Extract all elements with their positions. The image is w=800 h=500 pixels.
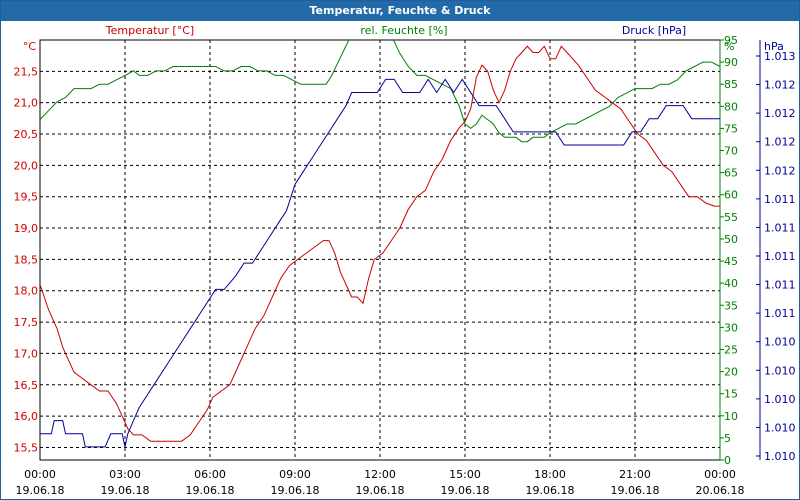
temp-tick-label: 19,5 bbox=[14, 191, 39, 204]
temp-tick-label: 20,0 bbox=[14, 159, 39, 172]
x-tick-label-date: 19.06.18 bbox=[611, 484, 660, 497]
pressure-tick-label: 1.010 bbox=[764, 364, 796, 377]
temp-tick-label: 20,5 bbox=[14, 128, 39, 141]
humidity-tick-label: 50 bbox=[724, 233, 738, 246]
x-tick-label-date: 19.06.18 bbox=[186, 484, 235, 497]
pressure-tick-label: 1.010 bbox=[764, 393, 796, 406]
temp-tick-label: 15,5 bbox=[14, 441, 39, 454]
window-title: Temperatur, Feuchte & Druck bbox=[1, 1, 799, 21]
temp-tick-label: 21,0 bbox=[14, 97, 39, 110]
pressure-tick-label: 1.011 bbox=[764, 279, 796, 292]
x-tick-label-time: 00:00 bbox=[704, 468, 736, 481]
humidity-tick-label: 0 bbox=[724, 454, 731, 467]
temp-axis-unit: °C bbox=[23, 40, 37, 53]
x-tick-label-date: 19.06.18 bbox=[16, 484, 65, 497]
x-tick-label-date: 19.06.18 bbox=[271, 484, 320, 497]
x-tick-label-date: 20.06.18 bbox=[696, 484, 745, 497]
temp-tick-label: 18,0 bbox=[14, 285, 39, 298]
pressure-tick-label: 1.011 bbox=[764, 307, 796, 320]
pressure-tick-label: 1.012 bbox=[764, 79, 796, 92]
humidity-tick-label: 10 bbox=[724, 410, 738, 423]
humidity-tick-label: 95 bbox=[724, 34, 738, 47]
temp-tick-label: 17,0 bbox=[14, 347, 39, 360]
temp-tick-label: 21,5 bbox=[14, 65, 39, 78]
humidity-tick-label: 55 bbox=[724, 211, 738, 224]
humidity-tick-label: 15 bbox=[724, 388, 738, 401]
humidity-tick-label: 25 bbox=[724, 343, 738, 356]
x-tick-label-time: 18:00 bbox=[534, 468, 566, 481]
humidity-tick-label: 35 bbox=[724, 299, 738, 312]
temp-tick-label: 17,5 bbox=[14, 316, 39, 329]
pressure-tick-label: 1.011 bbox=[764, 193, 796, 206]
temp-tick-label: 16,0 bbox=[14, 410, 39, 423]
humidity-tick-label: 30 bbox=[724, 321, 738, 334]
x-tick-label-time: 00:00 bbox=[24, 468, 56, 481]
temp-axis-header: Temperatur [°C] bbox=[105, 24, 194, 37]
pressure-tick-label: 1.012 bbox=[764, 107, 796, 120]
pressure-tick-label: 1.010 bbox=[764, 450, 796, 463]
humidity-tick-label: 75 bbox=[724, 122, 738, 135]
pressure-axis-unit: hPa bbox=[764, 40, 784, 53]
humidity-tick-label: 65 bbox=[724, 167, 738, 180]
pressure-tick-label: 1.011 bbox=[764, 250, 796, 263]
humidity-tick-label: 90 bbox=[724, 56, 738, 69]
press-series-line bbox=[40, 78, 720, 448]
temp-tick-label: 19,0 bbox=[14, 222, 39, 235]
pressure-tick-label: 1.012 bbox=[764, 136, 796, 149]
humidity-tick-label: 85 bbox=[724, 78, 738, 91]
temp-series-line bbox=[40, 45, 720, 442]
humidity-tick-label: 45 bbox=[724, 255, 738, 268]
pressure-axis-header: Druck [hPa] bbox=[622, 24, 686, 37]
humidity-tick-label: 60 bbox=[724, 189, 738, 202]
x-tick-label-date: 19.06.18 bbox=[526, 484, 575, 497]
humidity-tick-label: 80 bbox=[724, 100, 738, 113]
humidity-tick-label: 40 bbox=[724, 277, 738, 290]
x-tick-label-time: 06:00 bbox=[194, 468, 226, 481]
humidity-axis-unit: % bbox=[724, 40, 734, 53]
x-tick-label-time: 21:00 bbox=[619, 468, 651, 481]
humidity-axis-header: rel. Feuchte [%] bbox=[360, 24, 447, 37]
pressure-tick-label: 1.011 bbox=[764, 221, 796, 234]
pressure-tick-label: 1.010 bbox=[764, 421, 796, 434]
x-tick-label-date: 19.06.18 bbox=[101, 484, 150, 497]
x-tick-label-time: 15:00 bbox=[449, 468, 481, 481]
pressure-tick-label: 1.013 bbox=[764, 50, 796, 63]
humidity-tick-label: 20 bbox=[724, 366, 738, 379]
x-tick-label-time: 03:00 bbox=[109, 468, 141, 481]
hum-series-line bbox=[40, 40, 720, 143]
pressure-tick-label: 1.010 bbox=[764, 336, 796, 349]
humidity-tick-label: 5 bbox=[724, 432, 731, 445]
pressure-tick-label: 1.012 bbox=[764, 164, 796, 177]
x-tick-label-time: 09:00 bbox=[279, 468, 311, 481]
temp-tick-label: 18,5 bbox=[14, 253, 39, 266]
x-tick-label-date: 19.06.18 bbox=[441, 484, 490, 497]
temp-tick-label: 16,5 bbox=[14, 379, 39, 392]
x-tick-label-date: 19.06.18 bbox=[356, 484, 405, 497]
humidity-tick-label: 70 bbox=[724, 145, 738, 158]
x-tick-label-time: 12:00 bbox=[364, 468, 396, 481]
